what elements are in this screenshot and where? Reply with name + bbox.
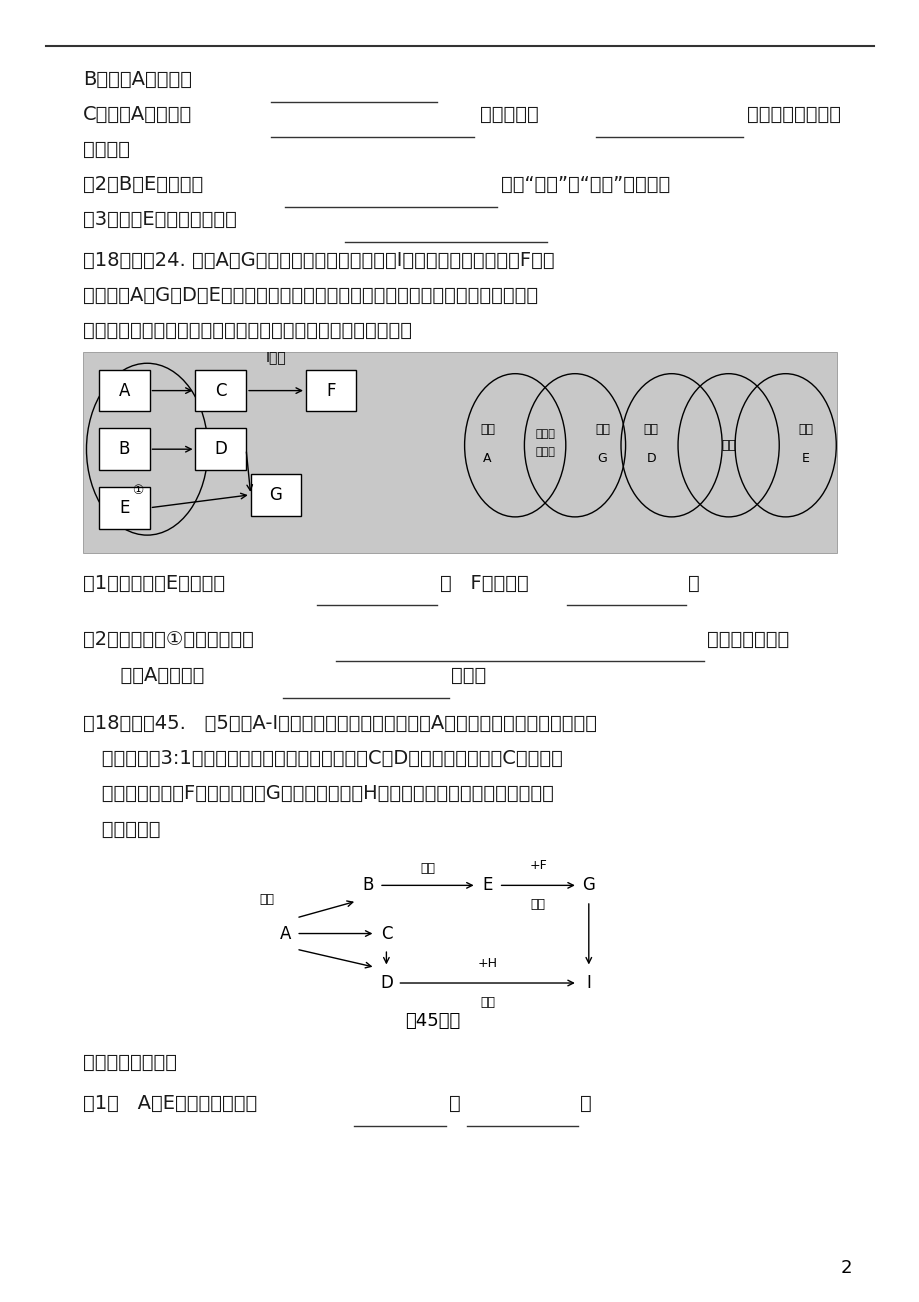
FancyBboxPatch shape — [305, 370, 357, 411]
Text: B: B — [119, 440, 130, 458]
Text: （1）写出物质E的化学式: （1）写出物质E的化学式 — [83, 573, 224, 592]
Text: G: G — [582, 876, 595, 894]
Text: I: I — [585, 974, 591, 992]
Text: 固体: 固体 — [643, 423, 658, 436]
Text: 第45题图: 第45题图 — [404, 1012, 460, 1030]
Text: C转化为A的反应：: C转化为A的反应： — [83, 104, 192, 124]
Text: 单质: 单质 — [720, 439, 735, 452]
FancyBboxPatch shape — [99, 428, 150, 470]
Text: ；: ； — [579, 1094, 591, 1113]
Text: （2）写出反应①的化学方程式: （2）写出反应①的化学方程式 — [83, 629, 254, 648]
Text: A: A — [119, 381, 130, 400]
Text: （3）写出E物质的一种用途: （3）写出E物质的一种用途 — [83, 210, 236, 229]
Text: ，   F的化学式: ， F的化学式 — [439, 573, 528, 592]
Text: D: D — [214, 440, 227, 458]
Text: 气体: 气体 — [798, 423, 812, 436]
Text: 素相同: 素相同 — [535, 447, 554, 457]
FancyBboxPatch shape — [196, 370, 246, 411]
Text: B转化为A的反应：: B转化为A的反应： — [83, 69, 191, 89]
Text: 示的关系：: 示的关系： — [83, 819, 160, 838]
Text: 反应。: 反应。 — [450, 665, 485, 685]
FancyBboxPatch shape — [83, 352, 836, 553]
Text: 请回答下列问题：: 请回答下列问题： — [83, 1052, 176, 1072]
Text: 红色: 红色 — [480, 423, 494, 436]
Text: 高温: 高温 — [530, 898, 545, 911]
Text: F: F — [326, 381, 335, 400]
Text: C: C — [215, 381, 226, 400]
Text: D: D — [380, 974, 392, 992]
Text: E: E — [119, 499, 130, 517]
Text: E: E — [482, 876, 493, 894]
Text: C: C — [380, 924, 391, 943]
Text: B: B — [362, 876, 373, 894]
Text: +F: +F — [528, 859, 547, 872]
Text: 点燃: 点燃 — [259, 893, 274, 906]
Text: （填“吸热”或“放热”）反应。: （填“吸热”或“放热”）反应。 — [501, 174, 670, 194]
Text: D: D — [646, 452, 655, 465]
Text: 素质量比为3:1，在空气中不完全燃烧，生成物中C和D的元素组成相同，C的固态常: 素质量比为3:1，在空气中不完全燃烧，生成物中C和D的元素组成相同，C的固态常 — [83, 749, 562, 768]
Text: 。: 。 — [687, 573, 699, 592]
Text: 通电: 通电 — [420, 862, 435, 875]
Text: （18达州）45.   （5分）A-I是初中化学常见的物质，其中A是最简单的有机物，其两种元: （18达州）45. （5分）A-I是初中化学常见的物质，其中A是最简单的有机物，… — [83, 713, 596, 733]
FancyBboxPatch shape — [99, 487, 150, 529]
Text: A: A — [482, 452, 492, 465]
Text: 组成元: 组成元 — [535, 428, 554, 439]
Text: 中，A发生的是: 中，A发生的是 — [83, 665, 204, 685]
Text: 黑色: 黑色 — [595, 423, 609, 436]
FancyBboxPatch shape — [99, 370, 150, 411]
Text: G: G — [269, 486, 282, 504]
Text: 该反应属于: 该反应属于 — [480, 104, 539, 124]
Text: 类型）。: 类型）。 — [83, 139, 130, 159]
Text: 反应（填基本反应: 反应（填基本反应 — [746, 104, 840, 124]
Text: E: E — [801, 452, 809, 465]
Text: （18梧州）24. 已知A－G均为初中化学常见的物质。I能用于改良酸性土壤，F是白: （18梧州）24. 已知A－G均为初中化学常见的物质。I能用于改良酸性土壤，F是… — [83, 250, 554, 270]
Text: 色沉淀；A和G，D和E的相关信息（重叠部分表示两种物质的共同点）及它们的相互: 色沉淀；A和G，D和E的相关信息（重叠部分表示两种物质的共同点）及它们的相互 — [83, 285, 538, 305]
Text: ，在该化学反应: ，在该化学反应 — [706, 629, 788, 648]
FancyBboxPatch shape — [196, 428, 246, 470]
Text: +H: +H — [477, 957, 497, 970]
Text: 转化关系如下图（图中反应条件均已略去）。请回答下列问题：: 转化关系如下图（图中反应条件均已略去）。请回答下列问题： — [83, 320, 412, 340]
Text: G: G — [597, 452, 607, 465]
Text: （1）   A、E的化学式分别为: （1） A、E的化学式分别为 — [83, 1094, 256, 1113]
FancyBboxPatch shape — [250, 474, 301, 516]
Text: ，: ， — [448, 1094, 460, 1113]
Text: 用于人工降雨，F是黑色粉末，G是紫红色固体，H是红色粉末，它们之间存在如图所: 用于人工降雨，F是黑色粉末，G是紫红色固体，H是红色粉末，它们之间存在如图所 — [83, 784, 553, 803]
Text: 高温: 高温 — [480, 996, 494, 1009]
Text: ①: ① — [132, 484, 143, 497]
Text: A: A — [279, 924, 290, 943]
Text: 2: 2 — [840, 1259, 851, 1277]
Text: I溶液: I溶液 — [266, 350, 286, 365]
Text: （2）B与E的反应是: （2）B与E的反应是 — [83, 174, 203, 194]
